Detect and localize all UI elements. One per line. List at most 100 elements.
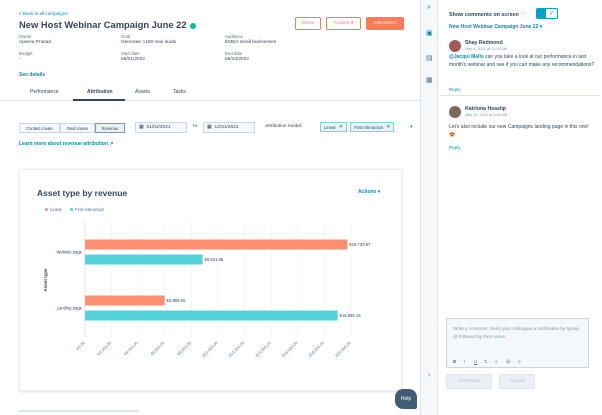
comments-icon[interactable]: ▣ <box>426 30 433 37</box>
calendar-icon[interactable]: ▦ <box>426 77 433 84</box>
meta-goal: Goal Generate >100 new leads <box>121 34 176 45</box>
meta-owner: Owner Aparna Prasad <box>19 34 51 45</box>
next-card-edge <box>19 410 139 412</box>
x-tick-label: €18,000.00 <box>307 340 325 358</box>
x-tick-label: €2,000.00 <box>96 340 113 357</box>
notes-icon[interactable]: ▤ <box>426 55 433 62</box>
add-assets-button[interactable]: Add assets <box>366 17 404 30</box>
bar <box>85 239 348 250</box>
segment-contact-create[interactable]: Contact create <box>19 123 60 133</box>
tab-performance[interactable]: Performance <box>30 89 59 95</box>
chip-linear[interactable]: Linear ✕ <box>320 122 347 132</box>
info-icon: ⓘ <box>520 12 526 18</box>
sidebar-rail: » ▣ ▤ ▦ › <box>420 0 438 415</box>
underline-icon[interactable]: U <box>474 359 478 364</box>
owner-label: Owner <box>19 34 32 39</box>
bar <box>85 310 338 321</box>
data-label: €18,994.16 <box>340 313 362 318</box>
to-label: to <box>193 124 198 129</box>
active-tab-indicator <box>73 99 125 101</box>
cancel-button[interactable]: Cancel <box>499 374 535 389</box>
emoji-icon[interactable]: ☺ <box>517 359 522 364</box>
strikethrough-icon[interactable]: T̶ <box>484 359 487 364</box>
tab-attribution[interactable]: Attribution <box>87 89 113 95</box>
comment-date: May 6, 2021 at 11:15 AM <box>465 47 507 51</box>
close-icon[interactable]: ✕ <box>386 124 390 129</box>
comment-body: @Jacqui Malls can you take a look at our… <box>449 53 595 69</box>
tab-bar: Performance Attribution Assets Tasks <box>0 87 420 101</box>
x-tick-label: €16,000.00 <box>281 340 299 358</box>
meta-end: End date 06/22/2022 <box>225 51 249 62</box>
comment-body: Let's also include our new Campaigns lan… <box>449 123 595 139</box>
x-tick-label: €4,000.00 <box>123 340 140 357</box>
mention-icon[interactable]: @ <box>506 359 511 364</box>
chart-actions-button[interactable]: Actions ▾ <box>358 189 381 195</box>
legend-label-linear: Linear <box>50 207 62 212</box>
expand-icon[interactable]: » <box>427 4 431 11</box>
start-value: 06/01/2022 <box>121 57 146 62</box>
attribution-model-label: Attribution model: <box>265 124 303 129</box>
tab-tasks[interactable]: Tasks <box>173 89 186 95</box>
legend-item-linear[interactable]: Linear <box>45 207 62 212</box>
x-tick-label: €12,000.00 <box>228 340 246 358</box>
end-value: 06/22/2022 <box>225 57 250 62</box>
external-link-icon: ↗ <box>109 141 114 147</box>
clone-button[interactable]: Clone <box>295 17 321 30</box>
show-comments-row: Show comments on screen ⓘ <box>449 10 526 18</box>
campaign-selector[interactable]: New Host Webinar Campaign June 22 ▾ <box>449 24 543 30</box>
check-icon: ✓ <box>546 9 557 18</box>
avatar <box>449 106 461 118</box>
legend-swatch-first <box>69 208 73 212</box>
date-to-input[interactable]: ▦ 12/31/2021 <box>203 122 255 133</box>
mention[interactable]: @Jacqui Malls <box>449 54 484 60</box>
data-label: €19,730.97 <box>349 242 371 247</box>
comment-item: Katriona Heaslip May 12, 2021 at 9:00 AM… <box>440 99 600 155</box>
y-tick-label: Landing page <box>57 306 83 311</box>
list-icon[interactable]: ≡ <box>495 359 498 364</box>
date-to-value: 12/31/2021 <box>214 125 239 130</box>
segment-revenue[interactable]: Revenue <box>95 123 125 133</box>
comment-button[interactable]: Comment <box>446 374 492 389</box>
status-dot-icon <box>189 22 196 29</box>
comment-text: Let's also include our new Campaigns lan… <box>449 124 589 138</box>
x-tick-label: €6,000.00 <box>149 340 166 357</box>
x-tick-label: €10,000.00 <box>201 340 219 358</box>
legend-label-first: First interaction <box>74 207 105 212</box>
chart-card <box>19 169 402 391</box>
meta-start: Start date 06/01/2022 <box>121 51 145 62</box>
chevron-right-icon[interactable]: › <box>428 372 431 379</box>
chevron-down-icon[interactable]: ▾ <box>410 124 413 130</box>
data-label: €8,841.66 <box>205 257 224 262</box>
audience-label: Audience <box>225 34 243 39</box>
back-link[interactable]: < Back to all campaigns <box>19 11 68 16</box>
end-label: End date <box>225 51 243 56</box>
comment-author: Shay Redmond <box>465 40 503 46</box>
learn-more-link[interactable]: Learn more about revenue attribution ↗ <box>19 141 114 147</box>
comment-compose[interactable]: Write a comment. Send your colleague a n… <box>446 318 589 368</box>
tab-assets[interactable]: Assets <box>135 89 151 95</box>
bold-icon[interactable]: B <box>453 359 457 364</box>
help-button[interactable]: Help <box>395 389 417 409</box>
reply-link[interactable]: Reply <box>449 145 461 150</box>
chip-first-interaction[interactable]: First interaction ✕ <box>350 122 394 132</box>
close-icon[interactable]: ✕ <box>338 124 343 129</box>
show-comments-toggle[interactable]: ✓ <box>536 8 558 19</box>
comment-item: Shay Redmond May 6, 2021 at 11:15 AM @Ja… <box>440 33 600 96</box>
see-details-link[interactable]: See details <box>19 72 46 78</box>
bar <box>85 254 203 265</box>
chart-legend: Linear First interaction <box>45 207 104 212</box>
actions-button[interactable]: Actions ▾ <box>326 17 361 30</box>
budget-label: Budget <box>19 51 33 56</box>
goal-value: Generate >100 new leads <box>121 40 177 45</box>
chip-first-interaction-label: First interaction <box>354 124 384 130</box>
italic-icon[interactable]: I <box>464 359 466 364</box>
date-from-input[interactable]: ▦ 01/01/2021 <box>135 122 187 133</box>
learn-more-label: Learn more about revenue attribution <box>19 141 108 147</box>
compose-placeholder: Write a comment. Send your colleague a n… <box>453 326 579 339</box>
legend-item-first-interaction[interactable]: First interaction <box>69 207 105 212</box>
comment-text: can you take a look at our performance i… <box>449 54 595 68</box>
segment-deal-create[interactable]: Deal create <box>60 123 95 133</box>
calendar-icon: ▦ <box>207 125 212 130</box>
reply-link[interactable]: Reply <box>449 87 461 92</box>
show-comments-label: Show comments on screen <box>449 12 519 18</box>
